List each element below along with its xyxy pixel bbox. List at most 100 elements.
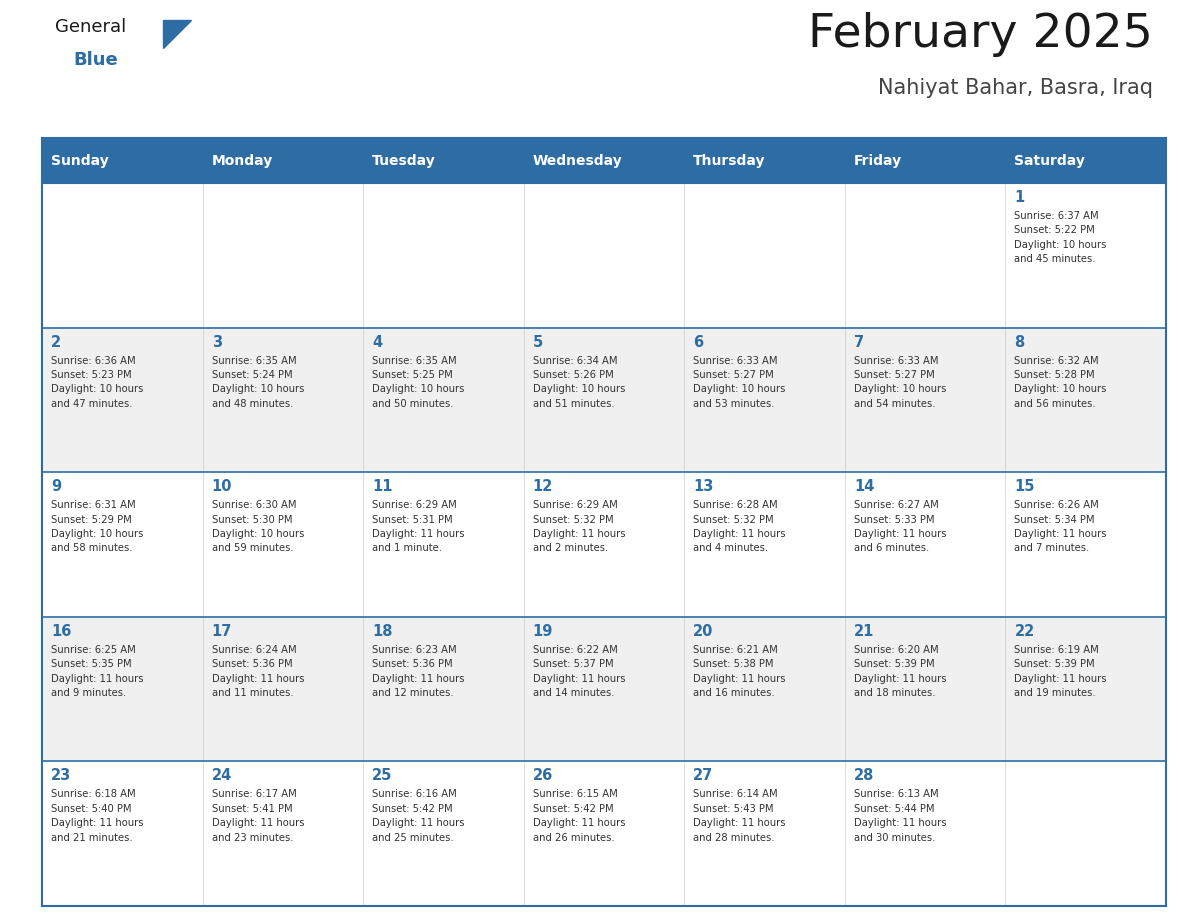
Text: Sunrise: 6:15 AM
Sunset: 5:42 PM
Daylight: 11 hours
and 26 minutes.: Sunrise: 6:15 AM Sunset: 5:42 PM Dayligh…: [532, 789, 625, 843]
Text: 2: 2: [51, 334, 61, 350]
Text: Sunrise: 6:28 AM
Sunset: 5:32 PM
Daylight: 11 hours
and 4 minutes.: Sunrise: 6:28 AM Sunset: 5:32 PM Dayligh…: [694, 500, 785, 554]
Text: Monday: Monday: [211, 153, 273, 167]
Text: Sunrise: 6:33 AM
Sunset: 5:27 PM
Daylight: 10 hours
and 54 minutes.: Sunrise: 6:33 AM Sunset: 5:27 PM Dayligh…: [854, 355, 946, 409]
Text: 8: 8: [1015, 334, 1025, 350]
Bar: [203, 138, 364, 183]
Text: 13: 13: [694, 479, 714, 494]
Bar: [203, 761, 364, 906]
Bar: [845, 138, 1005, 183]
Text: February 2025: February 2025: [808, 12, 1154, 57]
Text: Sunrise: 6:31 AM
Sunset: 5:29 PM
Daylight: 10 hours
and 58 minutes.: Sunrise: 6:31 AM Sunset: 5:29 PM Dayligh…: [51, 500, 144, 554]
Bar: [845, 617, 1005, 761]
Bar: [364, 138, 524, 183]
Text: 10: 10: [211, 479, 232, 494]
Text: Wednesday: Wednesday: [532, 153, 623, 167]
Bar: [1005, 617, 1165, 761]
Text: Sunrise: 6:18 AM
Sunset: 5:40 PM
Daylight: 11 hours
and 21 minutes.: Sunrise: 6:18 AM Sunset: 5:40 PM Dayligh…: [51, 789, 144, 843]
Text: Sunrise: 6:21 AM
Sunset: 5:38 PM
Daylight: 11 hours
and 16 minutes.: Sunrise: 6:21 AM Sunset: 5:38 PM Dayligh…: [694, 644, 785, 698]
Text: 23: 23: [51, 768, 71, 783]
Polygon shape: [163, 20, 191, 48]
Bar: [203, 617, 364, 761]
Text: Sunrise: 6:26 AM
Sunset: 5:34 PM
Daylight: 11 hours
and 7 minutes.: Sunrise: 6:26 AM Sunset: 5:34 PM Dayligh…: [1015, 500, 1107, 554]
Text: Blue: Blue: [72, 51, 118, 69]
Bar: [42, 183, 203, 328]
Text: Sunrise: 6:19 AM
Sunset: 5:39 PM
Daylight: 11 hours
and 19 minutes.: Sunrise: 6:19 AM Sunset: 5:39 PM Dayligh…: [1015, 644, 1107, 698]
Bar: [684, 617, 845, 761]
Bar: [42, 138, 203, 183]
Text: 19: 19: [532, 624, 554, 639]
Text: 16: 16: [51, 624, 71, 639]
Text: Sunday: Sunday: [51, 153, 109, 167]
Bar: [1005, 472, 1165, 617]
Bar: [684, 183, 845, 328]
Text: 22: 22: [1015, 624, 1035, 639]
Bar: [42, 617, 203, 761]
Text: Sunrise: 6:29 AM
Sunset: 5:31 PM
Daylight: 11 hours
and 1 minute.: Sunrise: 6:29 AM Sunset: 5:31 PM Dayligh…: [372, 500, 465, 554]
Text: Saturday: Saturday: [1015, 153, 1086, 167]
Text: Sunrise: 6:16 AM
Sunset: 5:42 PM
Daylight: 11 hours
and 25 minutes.: Sunrise: 6:16 AM Sunset: 5:42 PM Dayligh…: [372, 789, 465, 843]
Bar: [203, 472, 364, 617]
Bar: [364, 328, 524, 472]
Text: Sunrise: 6:27 AM
Sunset: 5:33 PM
Daylight: 11 hours
and 6 minutes.: Sunrise: 6:27 AM Sunset: 5:33 PM Dayligh…: [854, 500, 947, 554]
Bar: [845, 328, 1005, 472]
Text: Sunrise: 6:34 AM
Sunset: 5:26 PM
Daylight: 10 hours
and 51 minutes.: Sunrise: 6:34 AM Sunset: 5:26 PM Dayligh…: [532, 355, 625, 409]
Text: Sunrise: 6:36 AM
Sunset: 5:23 PM
Daylight: 10 hours
and 47 minutes.: Sunrise: 6:36 AM Sunset: 5:23 PM Dayligh…: [51, 355, 144, 409]
Text: General: General: [55, 18, 126, 36]
Bar: [1005, 328, 1165, 472]
Bar: [524, 761, 684, 906]
Text: Sunrise: 6:22 AM
Sunset: 5:37 PM
Daylight: 11 hours
and 14 minutes.: Sunrise: 6:22 AM Sunset: 5:37 PM Dayligh…: [532, 644, 625, 698]
Text: 17: 17: [211, 624, 232, 639]
Bar: [524, 328, 684, 472]
Text: 5: 5: [532, 334, 543, 350]
Bar: [364, 183, 524, 328]
Text: Sunrise: 6:17 AM
Sunset: 5:41 PM
Daylight: 11 hours
and 23 minutes.: Sunrise: 6:17 AM Sunset: 5:41 PM Dayligh…: [211, 789, 304, 843]
Bar: [524, 617, 684, 761]
Bar: [524, 138, 684, 183]
Text: 7: 7: [854, 334, 864, 350]
Bar: [845, 472, 1005, 617]
Text: Sunrise: 6:25 AM
Sunset: 5:35 PM
Daylight: 11 hours
and 9 minutes.: Sunrise: 6:25 AM Sunset: 5:35 PM Dayligh…: [51, 644, 144, 698]
Bar: [1005, 138, 1165, 183]
Bar: [203, 328, 364, 472]
Bar: [42, 328, 203, 472]
Text: 1: 1: [1015, 190, 1025, 205]
Text: Sunrise: 6:14 AM
Sunset: 5:43 PM
Daylight: 11 hours
and 28 minutes.: Sunrise: 6:14 AM Sunset: 5:43 PM Dayligh…: [694, 789, 785, 843]
Text: 20: 20: [694, 624, 714, 639]
Bar: [364, 617, 524, 761]
Bar: [1005, 183, 1165, 328]
Bar: [684, 138, 845, 183]
Bar: [1005, 761, 1165, 906]
Text: 27: 27: [694, 768, 714, 783]
Text: Sunrise: 6:35 AM
Sunset: 5:24 PM
Daylight: 10 hours
and 48 minutes.: Sunrise: 6:35 AM Sunset: 5:24 PM Dayligh…: [211, 355, 304, 409]
Text: Nahiyat Bahar, Basra, Iraq: Nahiyat Bahar, Basra, Iraq: [878, 78, 1154, 98]
Text: Thursday: Thursday: [694, 153, 766, 167]
Text: 14: 14: [854, 479, 874, 494]
Text: Sunrise: 6:33 AM
Sunset: 5:27 PM
Daylight: 10 hours
and 53 minutes.: Sunrise: 6:33 AM Sunset: 5:27 PM Dayligh…: [694, 355, 785, 409]
Text: Sunrise: 6:29 AM
Sunset: 5:32 PM
Daylight: 11 hours
and 2 minutes.: Sunrise: 6:29 AM Sunset: 5:32 PM Dayligh…: [532, 500, 625, 554]
Bar: [684, 328, 845, 472]
Bar: [845, 183, 1005, 328]
Text: 18: 18: [372, 624, 393, 639]
Bar: [684, 761, 845, 906]
Text: Sunrise: 6:13 AM
Sunset: 5:44 PM
Daylight: 11 hours
and 30 minutes.: Sunrise: 6:13 AM Sunset: 5:44 PM Dayligh…: [854, 789, 947, 843]
Text: Friday: Friday: [854, 153, 902, 167]
Bar: [42, 138, 1165, 906]
Text: 15: 15: [1015, 479, 1035, 494]
Text: Sunrise: 6:37 AM
Sunset: 5:22 PM
Daylight: 10 hours
and 45 minutes.: Sunrise: 6:37 AM Sunset: 5:22 PM Dayligh…: [1015, 211, 1107, 264]
Text: 25: 25: [372, 768, 392, 783]
Text: 6: 6: [694, 334, 703, 350]
Text: 11: 11: [372, 479, 393, 494]
Text: 28: 28: [854, 768, 874, 783]
Bar: [42, 761, 203, 906]
Text: 26: 26: [532, 768, 552, 783]
Bar: [364, 472, 524, 617]
Bar: [203, 183, 364, 328]
Text: Sunrise: 6:23 AM
Sunset: 5:36 PM
Daylight: 11 hours
and 12 minutes.: Sunrise: 6:23 AM Sunset: 5:36 PM Dayligh…: [372, 644, 465, 698]
Text: Sunrise: 6:24 AM
Sunset: 5:36 PM
Daylight: 11 hours
and 11 minutes.: Sunrise: 6:24 AM Sunset: 5:36 PM Dayligh…: [211, 644, 304, 698]
Bar: [524, 183, 684, 328]
Text: 12: 12: [532, 479, 554, 494]
Text: Sunrise: 6:35 AM
Sunset: 5:25 PM
Daylight: 10 hours
and 50 minutes.: Sunrise: 6:35 AM Sunset: 5:25 PM Dayligh…: [372, 355, 465, 409]
Text: 3: 3: [211, 334, 222, 350]
Text: Sunrise: 6:32 AM
Sunset: 5:28 PM
Daylight: 10 hours
and 56 minutes.: Sunrise: 6:32 AM Sunset: 5:28 PM Dayligh…: [1015, 355, 1107, 409]
Text: 24: 24: [211, 768, 232, 783]
